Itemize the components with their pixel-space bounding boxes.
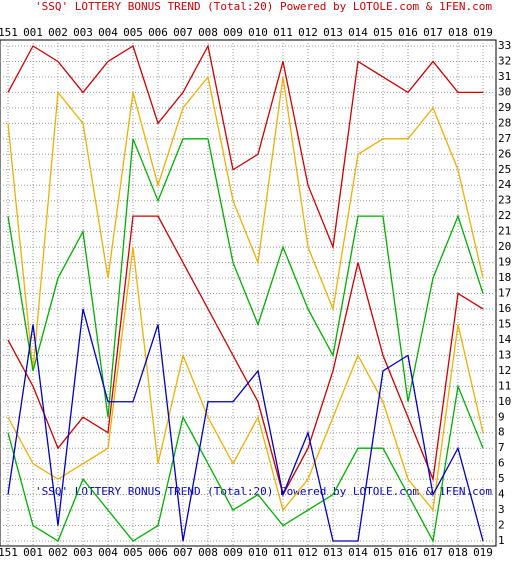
- x-tick-label-top: 015: [373, 26, 393, 39]
- x-tick-label: 008: [198, 546, 218, 559]
- x-tick-label: 009: [223, 546, 243, 559]
- x-tick-label-top: 019: [473, 26, 493, 39]
- x-tick-label: 002: [48, 546, 68, 559]
- series-line: [7, 247, 484, 512]
- y-tick-label: 30: [498, 85, 511, 98]
- x-tick-label-top: 017: [423, 26, 443, 39]
- x-tick-label-top: 005: [123, 26, 143, 39]
- chart-footer: 'SSQ' LOTTERY BONUS TREND (Total:20) Pow…: [35, 485, 492, 498]
- series-line: [7, 383, 484, 543]
- y-tick-label: 27: [498, 132, 511, 145]
- x-tick-label: 015: [373, 546, 393, 559]
- y-tick-label: 6: [498, 457, 505, 470]
- y-tick-label: 21: [498, 225, 511, 238]
- x-tick-label: 007: [173, 546, 193, 559]
- y-tick-label: 20: [498, 240, 511, 253]
- x-tick-label-top: 018: [448, 26, 468, 39]
- y-tick-label: 17: [498, 287, 511, 300]
- x-tick-label: 151: [0, 546, 18, 559]
- y-tick-label: 22: [498, 209, 511, 222]
- x-tick-label-top: 008: [198, 26, 218, 39]
- x-tick-label-top: 013: [323, 26, 343, 39]
- series-line: [7, 75, 484, 371]
- series-line: [7, 215, 484, 497]
- x-tick-label-top: 009: [223, 26, 243, 39]
- x-tick-label: 013: [323, 546, 343, 559]
- x-tick-label: 010: [248, 546, 268, 559]
- series-line: [7, 138, 484, 418]
- y-tick-label: 14: [498, 333, 512, 346]
- x-tick-label-top: 151: [0, 26, 18, 39]
- x-tick-label: 017: [423, 546, 443, 559]
- y-tick-label: 2: [498, 519, 505, 532]
- y-tick-label: 28: [498, 116, 511, 129]
- x-tick-label: 011: [273, 546, 293, 559]
- x-tick-label: 001: [23, 546, 43, 559]
- y-tick-label: 25: [498, 163, 511, 176]
- x-tick-label-top: 003: [73, 26, 93, 39]
- y-tick-label: 10: [498, 395, 511, 408]
- chart-title: 'SSQ' LOTTERY BONUS TREND (Total:20) Pow…: [35, 0, 492, 13]
- x-tick-label-top: 006: [148, 26, 168, 39]
- series-line: [7, 44, 483, 250]
- x-tick-label: 003: [73, 546, 93, 559]
- x-tick-label-top: 007: [173, 26, 193, 39]
- y-tick-label: 3: [498, 503, 505, 516]
- x-tick-label-top: 016: [398, 26, 418, 39]
- y-tick-label: 16: [498, 302, 511, 315]
- x-tick-label: 005: [123, 546, 143, 559]
- x-tick-label: 004: [98, 546, 118, 559]
- x-tick-label: 012: [298, 546, 318, 559]
- y-tick-label: 18: [498, 271, 511, 284]
- y-tick-label: 7: [498, 441, 505, 454]
- x-tick-label: 018: [448, 546, 468, 559]
- y-tick-label: 9: [498, 410, 505, 423]
- y-tick-label: 31: [498, 70, 511, 83]
- x-tick-label: 019: [473, 546, 493, 559]
- x-tick-label-top: 014: [348, 26, 368, 39]
- y-tick-label: 29: [498, 101, 511, 114]
- y-tick-label: 1: [498, 534, 505, 547]
- x-tick-label: 016: [398, 546, 418, 559]
- y-tick-label: 32: [498, 54, 511, 67]
- y-tick-label: 24: [498, 178, 512, 191]
- y-tick-label: 12: [498, 364, 511, 377]
- x-tick-label-top: 012: [298, 26, 318, 39]
- x-tick-label: 006: [148, 546, 168, 559]
- y-tick-label: 13: [498, 348, 511, 361]
- x-tick-label-top: 004: [98, 26, 118, 39]
- y-tick-label: 4: [498, 488, 505, 501]
- x-tick-label-top: 010: [248, 26, 268, 39]
- series-line: [7, 308, 484, 542]
- y-tick-label: 33: [498, 39, 511, 52]
- y-tick-label: 26: [498, 147, 511, 160]
- x-tick-label-top: 001: [23, 26, 43, 39]
- y-tick-label: 11: [498, 379, 511, 392]
- x-tick-label: 014: [348, 546, 368, 559]
- y-tick-label: 19: [498, 256, 511, 269]
- y-tick-label: 8: [498, 426, 505, 439]
- x-tick-label-top: 011: [273, 26, 293, 39]
- y-tick-label: 5: [498, 472, 505, 485]
- x-tick-label-top: 002: [48, 26, 68, 39]
- y-tick-label: 23: [498, 194, 511, 207]
- y-tick-label: 15: [498, 317, 511, 330]
